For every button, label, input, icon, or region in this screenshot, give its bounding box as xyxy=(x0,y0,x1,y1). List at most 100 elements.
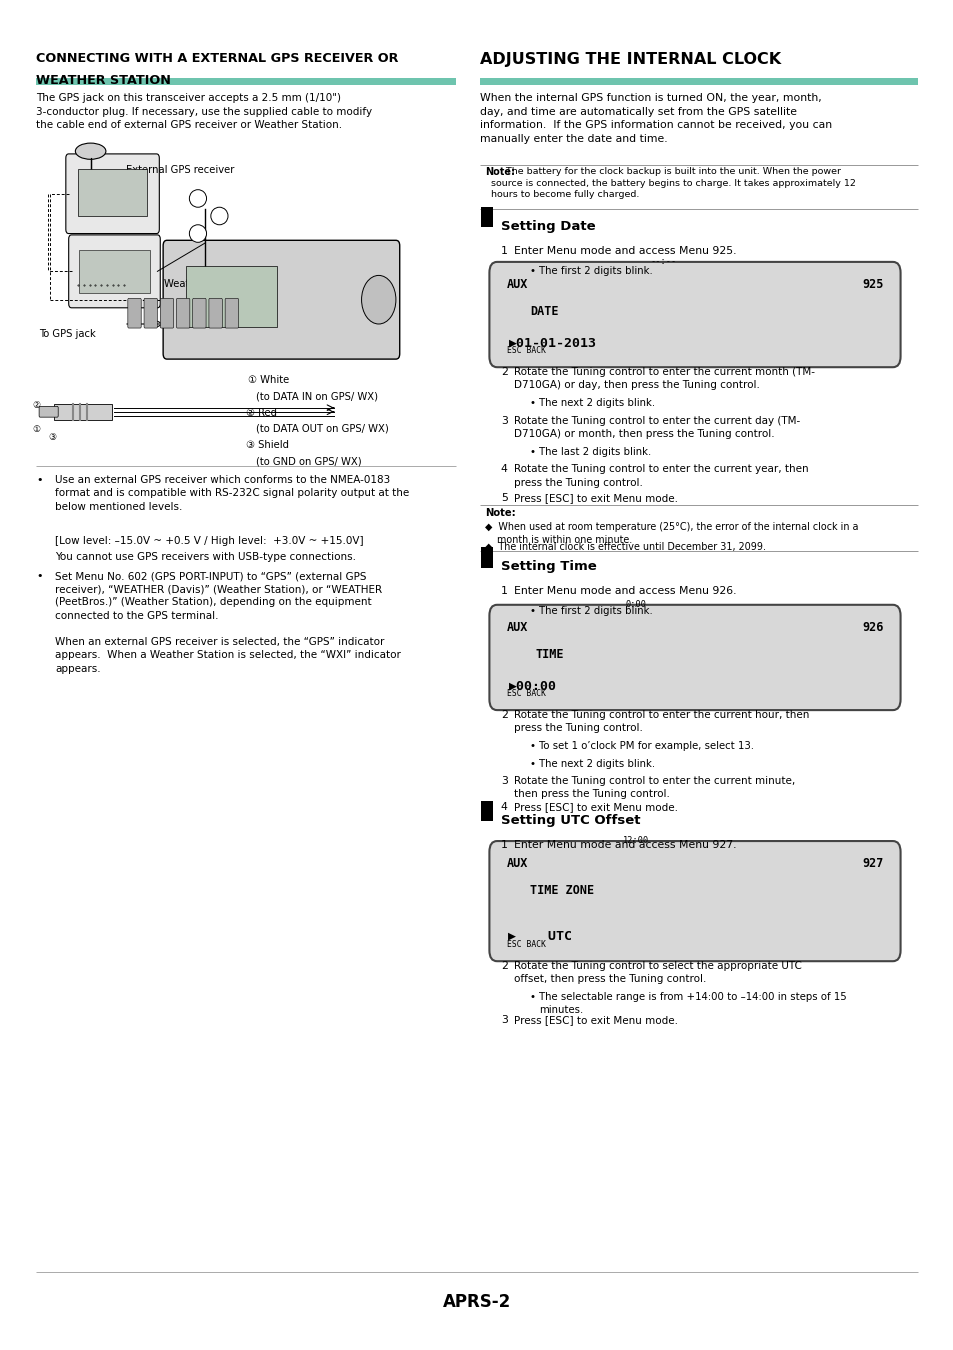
Text: 3: 3 xyxy=(500,416,507,425)
Text: Setting Time: Setting Time xyxy=(500,560,596,574)
FancyBboxPatch shape xyxy=(69,235,160,308)
FancyBboxPatch shape xyxy=(163,240,399,359)
Bar xyxy=(36,78,456,85)
Text: 0:00: 0:00 xyxy=(624,599,645,609)
Text: The next 2 digits blink.: The next 2 digits blink. xyxy=(538,398,655,408)
FancyBboxPatch shape xyxy=(489,841,900,961)
Text: 12:00: 12:00 xyxy=(621,836,648,845)
Text: •: • xyxy=(529,992,535,1002)
Bar xyxy=(36,135,451,466)
Text: Rotate the Tuning control to enter the current day (TM-
D710GA) or month, then p: Rotate the Tuning control to enter the c… xyxy=(514,416,800,439)
Text: (to DATA OUT on GPS/ WX): (to DATA OUT on GPS/ WX) xyxy=(255,424,388,433)
Text: Press [ESC] to exit Menu mode.: Press [ESC] to exit Menu mode. xyxy=(514,493,678,502)
Text: The first 2 digits blink.: The first 2 digits blink. xyxy=(538,266,652,275)
Text: 925: 925 xyxy=(862,278,882,292)
Text: APRS-2: APRS-2 xyxy=(442,1293,511,1311)
Text: Note:: Note: xyxy=(484,167,514,177)
Text: ③ Shield: ③ Shield xyxy=(246,440,289,450)
Text: ①: ① xyxy=(32,425,41,435)
Text: Press [ESC] to exit Menu mode.: Press [ESC] to exit Menu mode. xyxy=(514,1015,678,1025)
Text: Set Menu No. 602 (GPS PORT-INPUT) to “GPS” (external GPS
receiver), “WEATHER (Da: Set Menu No. 602 (GPS PORT-INPUT) to “GP… xyxy=(55,571,382,621)
Text: (to GND on GPS/ WX): (to GND on GPS/ WX) xyxy=(255,456,361,466)
Text: Rotate the Tuning control to enter the current minute,
then press the Tuning con: Rotate the Tuning control to enter the c… xyxy=(514,776,795,799)
Text: TIME ZONE: TIME ZONE xyxy=(530,884,594,898)
Bar xyxy=(480,802,493,821)
Text: To set 1 o’clock PM for example, select 13.: To set 1 o’clock PM for example, select … xyxy=(538,741,753,751)
FancyBboxPatch shape xyxy=(176,298,190,328)
Text: The last 2 digits blink.: The last 2 digits blink. xyxy=(538,447,651,456)
Ellipse shape xyxy=(189,224,206,242)
Text: 1: 1 xyxy=(500,586,507,595)
Text: ▶00:00: ▶00:00 xyxy=(508,679,556,693)
Text: ADJUSTING THE INTERNAL CLOCK: ADJUSTING THE INTERNAL CLOCK xyxy=(479,51,781,68)
Text: 926: 926 xyxy=(862,621,882,634)
Text: --:--: --:-- xyxy=(650,256,676,266)
Text: Note:: Note: xyxy=(484,508,515,517)
Text: The battery for the clock backup is built into the unit. When the power
  source: The battery for the clock backup is buil… xyxy=(484,167,855,200)
Text: The first 2 digits blink.: The first 2 digits blink. xyxy=(538,606,652,616)
Bar xyxy=(479,78,917,85)
Text: •: • xyxy=(36,571,43,580)
FancyBboxPatch shape xyxy=(160,298,173,328)
Text: •: • xyxy=(529,606,535,616)
FancyBboxPatch shape xyxy=(128,298,141,328)
Text: •: • xyxy=(529,266,535,275)
Text: ① White: ① White xyxy=(248,375,289,385)
Text: 2: 2 xyxy=(500,710,507,720)
Bar xyxy=(186,266,276,327)
FancyBboxPatch shape xyxy=(193,298,206,328)
Text: The selectable range is from +14:00 to –14:00 in steps of 15
minutes.: The selectable range is from +14:00 to –… xyxy=(538,992,846,1015)
Text: 3: 3 xyxy=(500,776,507,786)
Text: ▶01-01-2013: ▶01-01-2013 xyxy=(508,336,596,350)
FancyBboxPatch shape xyxy=(209,298,222,328)
Text: Enter Menu mode and access Menu 927.: Enter Menu mode and access Menu 927. xyxy=(514,840,736,849)
Text: ② Red: ② Red xyxy=(246,408,276,417)
Text: AUX: AUX xyxy=(506,621,527,634)
Ellipse shape xyxy=(189,190,206,208)
Text: •: • xyxy=(529,741,535,751)
Text: 1: 1 xyxy=(500,840,507,849)
Text: Setting Date: Setting Date xyxy=(500,220,595,234)
Text: 927: 927 xyxy=(862,857,882,871)
Text: 1: 1 xyxy=(500,246,507,255)
Text: You cannot use GPS receivers with USB-type connections.: You cannot use GPS receivers with USB-ty… xyxy=(55,552,356,562)
Text: When an external GPS receiver is selected, the “GPS” indicator
appears.  When a : When an external GPS receiver is selecte… xyxy=(55,637,401,674)
Bar xyxy=(54,404,112,420)
Text: The next 2 digits blink.: The next 2 digits blink. xyxy=(538,759,655,768)
Text: ◆  The internal clock is effective until December 31, 2099.: ◆ The internal clock is effective until … xyxy=(484,541,765,551)
Text: 2: 2 xyxy=(500,367,507,377)
Text: 4: 4 xyxy=(500,464,507,474)
Text: When the internal GPS function is turned ON, the year, month,
day, and time are : When the internal GPS function is turned… xyxy=(479,93,831,144)
Bar xyxy=(480,548,493,567)
FancyBboxPatch shape xyxy=(66,154,159,234)
Text: Rotate the Tuning control to enter the current year, then
press the Tuning contr: Rotate the Tuning control to enter the c… xyxy=(514,464,808,487)
Text: Press [ESC] to exit Menu mode.: Press [ESC] to exit Menu mode. xyxy=(514,802,678,811)
Text: Weather Station: Weather Station xyxy=(164,279,244,289)
FancyBboxPatch shape xyxy=(39,406,58,417)
Text: The GPS jack on this transceiver accepts a 2.5 mm (1/10")
3-conductor plug. If n: The GPS jack on this transceiver accepts… xyxy=(36,93,372,131)
Text: AUX: AUX xyxy=(506,278,527,292)
Text: WEATHER STATION: WEATHER STATION xyxy=(36,74,171,86)
Text: Rotate the Tuning control to enter the current hour, then
press the Tuning contr: Rotate the Tuning control to enter the c… xyxy=(514,710,809,733)
Ellipse shape xyxy=(75,143,106,159)
Text: Enter Menu mode and access Menu 926.: Enter Menu mode and access Menu 926. xyxy=(514,586,736,595)
Text: •: • xyxy=(36,475,43,485)
Bar xyxy=(79,250,150,293)
Text: •: • xyxy=(529,759,535,768)
Text: 5: 5 xyxy=(500,493,507,502)
Bar xyxy=(78,169,147,216)
Text: Rotate the Tuning control to enter the current month (TM-
D710GA) or day, then p: Rotate the Tuning control to enter the c… xyxy=(514,367,815,390)
Text: (to DATA IN on GPS/ WX): (to DATA IN on GPS/ WX) xyxy=(255,392,377,401)
FancyBboxPatch shape xyxy=(225,298,238,328)
FancyBboxPatch shape xyxy=(489,605,900,710)
Text: Setting UTC Offset: Setting UTC Offset xyxy=(500,814,639,828)
Text: Rotate the Tuning control to select the appropriate UTC
offset, then press the T: Rotate the Tuning control to select the … xyxy=(514,961,801,984)
Text: ESC BACK: ESC BACK xyxy=(506,346,545,355)
Text: 4: 4 xyxy=(500,802,507,811)
Text: [Low level: –15.0V ~ +0.5 V / High level:  +3.0V ~ +15.0V]: [Low level: –15.0V ~ +0.5 V / High level… xyxy=(55,536,364,545)
Text: AUX: AUX xyxy=(506,857,527,871)
Text: •: • xyxy=(529,398,535,408)
Text: 3: 3 xyxy=(500,1015,507,1025)
Text: •: • xyxy=(529,447,535,456)
FancyBboxPatch shape xyxy=(144,298,157,328)
